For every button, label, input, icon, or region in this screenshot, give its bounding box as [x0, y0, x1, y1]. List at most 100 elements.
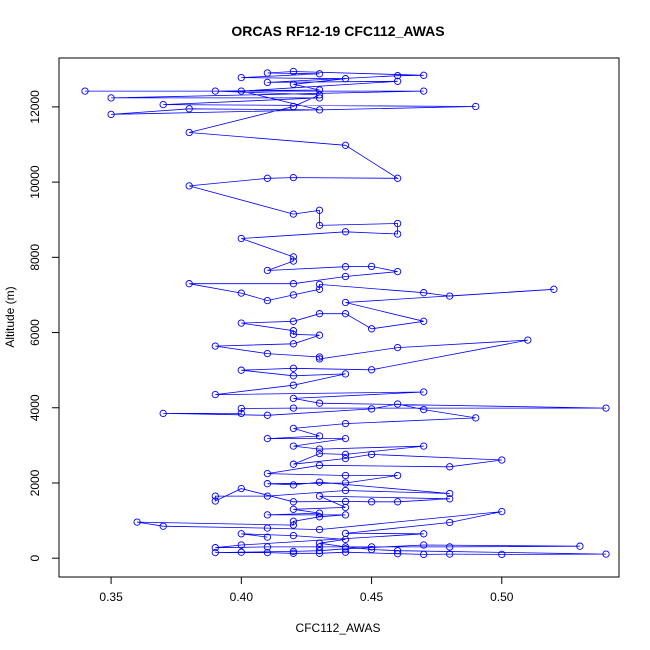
- data-point: [472, 102, 480, 111]
- data-point: [446, 463, 454, 471]
- data-point: [289, 257, 298, 265]
- data-point: [263, 511, 272, 519]
- data-point: [237, 409, 245, 418]
- data-point: [602, 550, 610, 558]
- data-point: [263, 69, 272, 77]
- y-tick-label: 6000: [28, 319, 42, 346]
- data-point: [420, 405, 428, 414]
- data-point: [420, 541, 428, 549]
- data-point: [289, 210, 298, 218]
- x-tick-label: 0.50: [490, 590, 514, 604]
- data-point: [237, 541, 245, 549]
- data-point: [446, 495, 454, 503]
- data-point: [315, 353, 324, 361]
- y-tick-label: 2000: [28, 469, 42, 496]
- data-point: [341, 454, 350, 463]
- data-point: [263, 174, 272, 182]
- data-point: [498, 550, 506, 559]
- y-tick-label: 0: [28, 555, 42, 562]
- data-point: [315, 492, 324, 500]
- data-point: [446, 518, 454, 527]
- data-point: [289, 547, 298, 556]
- data-point: [263, 469, 272, 478]
- data-point: [393, 72, 402, 80]
- data-point: [367, 325, 376, 333]
- data-point: [315, 445, 324, 453]
- data-point: [159, 100, 167, 109]
- data-point: [289, 67, 298, 76]
- data-point: [393, 343, 402, 352]
- data-point: [420, 71, 428, 79]
- data-point: [315, 310, 324, 318]
- data-point: [393, 219, 402, 228]
- data-point: [263, 411, 272, 419]
- data-point: [341, 548, 350, 556]
- data-point: [289, 498, 298, 506]
- data-point: [341, 370, 350, 378]
- data-point: [237, 404, 245, 413]
- data-point: [237, 289, 245, 297]
- data-point: [393, 471, 402, 480]
- data-point: [315, 86, 324, 94]
- data-point: [550, 285, 558, 293]
- data-point: [289, 280, 298, 288]
- chart-title: ORCAS RF12-19 CFC112_AWAS: [231, 23, 444, 39]
- data-point: [446, 489, 454, 498]
- data-point: [107, 94, 115, 102]
- data-point: [211, 342, 219, 350]
- data-point: [107, 110, 115, 119]
- data-point: [315, 461, 324, 469]
- data-point: [393, 77, 402, 85]
- data-point: [341, 503, 350, 512]
- data-point: [393, 498, 402, 506]
- data-point: [263, 434, 272, 443]
- data-point: [367, 498, 376, 506]
- data-point: [420, 87, 428, 95]
- data-point: [498, 456, 506, 464]
- data-point: [315, 539, 324, 547]
- x-axis-label: CFC112_AWAS: [296, 621, 381, 635]
- data-point: [393, 230, 402, 238]
- data-point: [367, 405, 376, 413]
- data-point: [446, 543, 454, 551]
- data-point: [237, 319, 245, 327]
- data-point: [289, 394, 298, 403]
- data-point: [315, 449, 324, 458]
- data-point: [315, 355, 324, 363]
- data-point: [420, 550, 428, 559]
- data-point: [289, 372, 298, 380]
- data-point: [237, 366, 245, 374]
- data-point: [341, 75, 350, 83]
- data-point: [289, 505, 298, 513]
- data-point: [341, 479, 350, 487]
- data-point: [524, 336, 532, 344]
- data-point: [263, 266, 272, 275]
- data-point: [237, 87, 245, 95]
- data-point: [393, 547, 402, 555]
- data-point: [237, 73, 245, 82]
- data-point: [289, 80, 298, 88]
- data-point: [341, 471, 350, 480]
- data-point: [341, 486, 350, 495]
- data-point: [237, 530, 245, 538]
- data-point: [341, 272, 350, 281]
- data-point: [420, 388, 428, 396]
- y-tick-label: 12000: [28, 90, 42, 124]
- data-point: [263, 480, 272, 488]
- data-point: [393, 174, 402, 182]
- data-point: [341, 263, 350, 271]
- data-point: [420, 530, 428, 538]
- data-point: [472, 414, 480, 422]
- data-point: [420, 289, 428, 297]
- y-tick-label: 8000: [28, 244, 42, 271]
- data-point: [211, 492, 219, 500]
- x-tick-label: 0.45: [360, 590, 384, 604]
- data-point: [237, 234, 245, 243]
- data-point: [315, 478, 324, 486]
- data-point: [315, 91, 324, 99]
- data-point: [211, 390, 219, 399]
- data-point: [289, 442, 298, 450]
- data-point: [289, 521, 298, 529]
- data-point: [341, 511, 350, 519]
- data-point: [263, 524, 272, 532]
